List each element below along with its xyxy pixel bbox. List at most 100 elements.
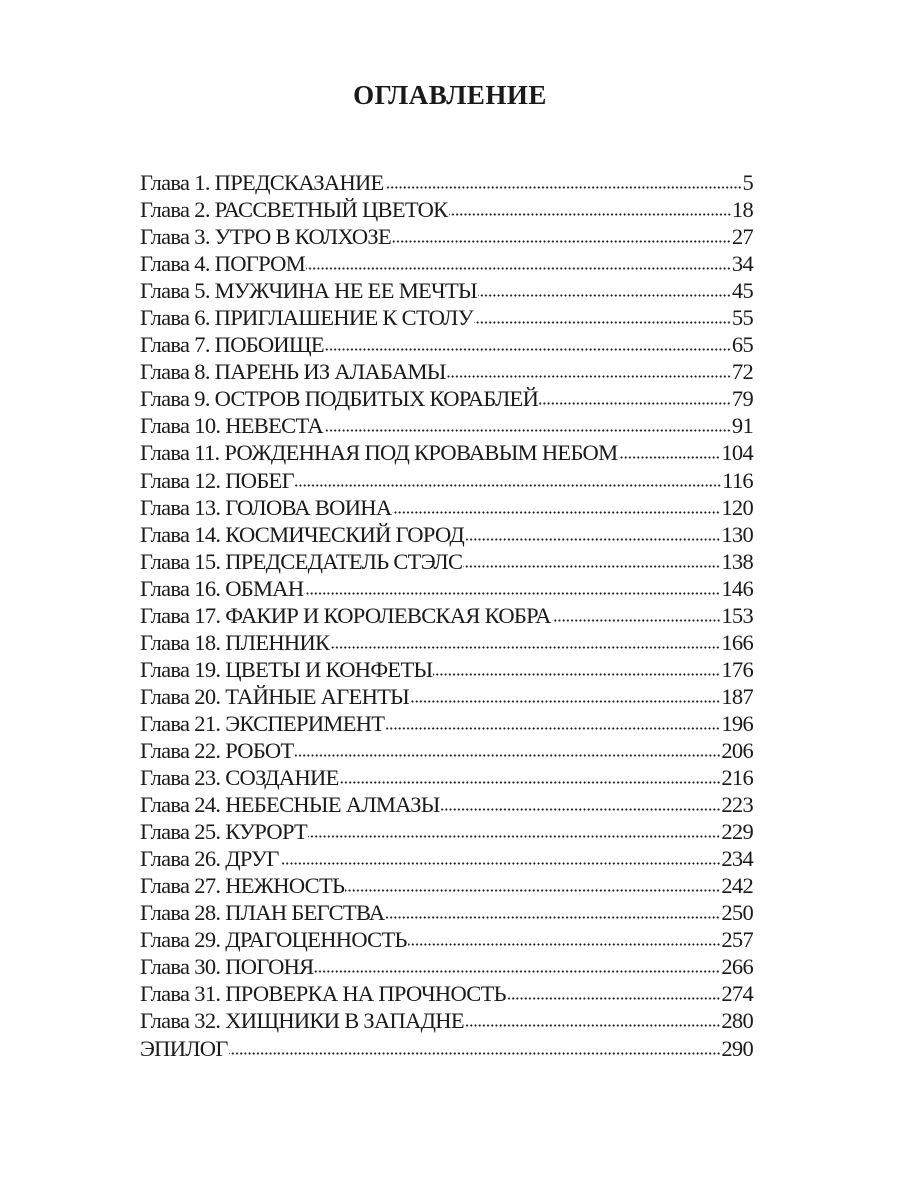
toc-entry-page: 196 [721, 710, 753, 736]
dot-leader [308, 835, 721, 839]
dot-leader [324, 348, 731, 352]
toc-entry: Глава 3. УТРО В КОЛХОЗЕ 27 [140, 224, 754, 251]
toc-entry-title: Глава 24. НЕБЕСНЫЕ АЛМАЗЫ [140, 792, 440, 818]
dot-leader [306, 267, 731, 271]
toc-entry: Глава 8. ПАРЕНЬ ИЗ АЛАБАМЫ 72 [140, 359, 754, 386]
dot-leader [440, 808, 721, 812]
toc-entry: Глава 4. ПОГРОМ 34 [140, 251, 754, 278]
toc-entry: Глава 18. ПЛЕННИК 166 [140, 629, 754, 657]
toc-entry-title: Глава 20. ТАЙНЫЕ АГЕНТЫ [140, 683, 410, 709]
toc-entry-title: Глава 29. ДРАГОЦЕННОСТЬ [140, 927, 407, 953]
toc-entry: Глава 2. РАССВЕТНЫЙ ЦВЕТОК 18 [140, 197, 754, 224]
toc-entry: Глава 13. ГОЛОВА ВОИНА 120 [140, 494, 754, 522]
toc-entry-page: 206 [721, 737, 753, 763]
toc-entry-page: 176 [721, 656, 753, 682]
dot-leader [384, 186, 742, 189]
toc-entry-title: Глава 6. ПРИГЛАШЕНИЕ К СТОЛУ [140, 305, 474, 331]
toc-entry: Глава 23. СОЗДАНИЕ 216 [140, 765, 754, 792]
toc-entry: Глава 30. ПОГОНЯ 266 [140, 954, 754, 981]
dot-leader [279, 862, 721, 866]
toc-entry-title: Глава 21. ЭКСПЕРИМЕНТ [140, 710, 385, 736]
toc-entry: Глава 22. РОБОТ 206 [140, 737, 754, 765]
dot-leader [539, 402, 731, 406]
toc-entry-title: ЭПИЛОГ [140, 1035, 228, 1061]
dot-leader [392, 510, 721, 514]
toc-entry-page: 130 [721, 521, 753, 547]
toc-entry-page: 153 [721, 602, 753, 628]
toc-entry: Глава 21. ЭКСПЕРИМЕНТ 196 [140, 710, 754, 738]
dot-leader [410, 699, 721, 703]
toc-entry-title: Глава 7. ПОБОИЩЕ [140, 332, 325, 358]
dot-leader [228, 1051, 721, 1055]
toc-entry: Глава 31. ПРОВЕРКА НА ПРОЧНОСТЬ 274 [140, 981, 754, 1008]
toc-entry-title: Глава 9. ОСТРОВ ПОДБИТЫХ КОРАБЛЕЙ [140, 386, 539, 412]
toc-entry: Глава 25. КУРОРТ 229 [140, 819, 754, 846]
toc-entry: Глава 32. ХИЩНИКИ В ЗАПАДНЕ 280 [140, 1008, 754, 1035]
dot-leader [392, 240, 731, 244]
dot-leader [477, 294, 731, 298]
dot-leader [304, 591, 721, 595]
toc-entry-page: 79 [731, 386, 754, 412]
toc-entry-page: 5 [742, 170, 753, 195]
toc-entry-title: Глава 22. РОБОТ [140, 737, 294, 763]
dot-leader [465, 537, 721, 541]
dot-leader [323, 429, 731, 433]
toc-entry-page: 242 [721, 873, 753, 899]
toc-entry: Глава 20. ТАЙНЫЕ АГЕНТЫ 187 [140, 683, 754, 711]
toc-entry-title: Глава 3. УТРО В КОЛХОЗЕ [140, 224, 392, 250]
toc-entry-title: Глава 12. ПОБЕГ [140, 467, 295, 493]
toc-entry: Глава 6. ПРИГЛАШЕНИЕ К СТОЛУ 55 [140, 305, 754, 332]
toc-entry-page: 250 [721, 900, 753, 926]
toc-entry-title: Глава 4. ПОГРОМ [140, 251, 306, 277]
toc-entry-page: 18 [731, 197, 754, 223]
toc-entry-title: Глава 13. ГОЛОВА ВОИНА [140, 494, 392, 520]
toc-entry-page: 91 [731, 413, 754, 439]
toc-entry: Глава 5. МУЖЧИНА НЕ ЕЕ МЕЧТЫ 45 [140, 278, 754, 305]
toc-entry: Глава 19. ЦВЕТЫ И КОНФЕТЫ 176 [140, 656, 754, 684]
toc-entry-page: 146 [721, 575, 753, 601]
toc-entry-page: 166 [721, 629, 753, 655]
toc-entry-page: 223 [721, 792, 753, 818]
toc-entry-title: Глава 17. ФАКИР И КОРОЛЕВСКАЯ КОБРА [140, 602, 551, 628]
toc-entry-page: 257 [721, 927, 753, 953]
dot-leader [314, 970, 721, 974]
toc-entry-title: Глава 5. МУЖЧИНА НЕ ЕЕ МЕЧТЫ [140, 278, 478, 304]
dot-leader [446, 375, 731, 379]
dot-leader [330, 645, 721, 649]
toc-entry: Глава 29. ДРАГОЦЕННОСТЬ 257 [140, 927, 754, 954]
toc-entry-title: Глава 14. КОСМИЧЕСКИЙ ГОРОД [140, 521, 465, 547]
table-of-contents: Глава 1. ПРЕДСКАЗАНИЕ 5 Глава 2. РАССВЕТНЫ… [140, 170, 754, 1063]
toc-entry: Глава 9. ОСТРОВ ПОДБИТЫХ КОРАБЛЕЙ 79 [140, 386, 754, 413]
dot-leader [407, 943, 721, 947]
toc-entry: Глава 15. ПРЕДСЕДАТЕЛЬ СТЭЛС 138 [140, 548, 754, 576]
page-title: ОГЛАВЛЕНИЕ [353, 80, 547, 110]
toc-entry-page: 229 [721, 819, 753, 845]
toc-entry-title: Глава 27. НЕЖНОСТЬ [140, 873, 345, 899]
toc-entry: Глава 10. НЕВЕСТА 91 [140, 413, 754, 440]
dot-leader [464, 1024, 721, 1028]
toc-entry-page: 138 [721, 548, 753, 574]
toc-entry: Глава 1. ПРЕДСКАЗАНИЕ 5 [140, 170, 754, 197]
toc-entry-title: Глава 1. ПРЕДСКАЗАНИЕ [140, 170, 384, 195]
toc-entry-page: 65 [731, 332, 754, 358]
dot-leader [506, 997, 721, 1001]
toc-entry: Глава 16. ОБМАН 146 [140, 575, 754, 603]
dot-leader [463, 564, 721, 568]
toc-entry: Глава 27. НЕЖНОСТЬ 242 [140, 873, 754, 900]
dot-leader [473, 321, 731, 325]
dot-leader [294, 483, 722, 487]
toc-entry-page: 104 [721, 440, 753, 466]
toc-entry: Глава 7. ПОБОИЩЕ 65 [140, 332, 754, 359]
toc-entry-page: 72 [731, 359, 754, 385]
dot-leader [345, 889, 721, 893]
toc-entry-title: Глава 15. ПРЕДСЕДАТЕЛЬ СТЭЛС [140, 548, 463, 574]
toc-entry-title: Глава 31. ПРОВЕРКА НА ПРОЧНОСТЬ [140, 981, 507, 1007]
toc-entry-page: 187 [721, 683, 753, 709]
toc-entry-title: Глава 11. РОЖДЕННАЯ ПОД КРОВАВЫМ НЕБОМ [140, 440, 618, 466]
toc-entry: Глава 11. РОЖДЕННАЯ ПОД КРОВАВЫМ НЕБОМ 10… [140, 440, 754, 467]
toc-entry-title: Глава 10. НЕВЕСТА [140, 413, 324, 439]
dot-leader [551, 618, 721, 622]
toc-entry-title: Глава 23. СОЗДАНИЕ [140, 765, 339, 791]
dot-leader [339, 781, 721, 785]
toc-entry-page: 45 [731, 278, 754, 304]
